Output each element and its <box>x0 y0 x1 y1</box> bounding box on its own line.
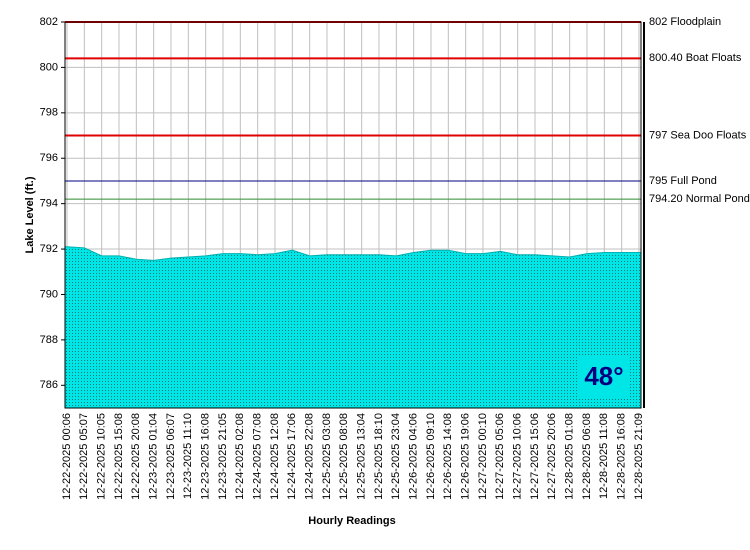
x-tick-label: 12-26-2025 14:08 <box>442 413 454 500</box>
x-tick-label: 12-23-2025 21:05 <box>217 413 229 500</box>
y-tick-label: 798 <box>40 107 58 119</box>
x-tick-label: 12-27-2025 10:06 <box>512 413 524 500</box>
x-tick-label: 12-25-2025 03:08 <box>321 413 333 500</box>
x-tick-label: 12-27-2025 20:06 <box>546 413 558 500</box>
x-tick-label: 12-26-2025 04:06 <box>408 413 420 500</box>
y-axis-label: Lake Level (ft.) <box>24 176 36 253</box>
y-tick-label: 794 <box>40 198 58 210</box>
y-tick-label: 796 <box>40 152 58 164</box>
x-tick-label: 12-25-2025 23:04 <box>390 413 402 500</box>
x-tick-label: 12-22-2025 10:05 <box>96 413 108 500</box>
y-tick-label: 792 <box>40 243 58 255</box>
x-tick-label: 12-22-2025 20:08 <box>130 413 142 500</box>
x-tick-label: 12-24-2025 22:08 <box>304 413 316 500</box>
x-tick-label: 12-23-2025 01:04 <box>148 413 160 500</box>
x-axis-label: Hourly Readings <box>308 515 395 527</box>
y-tick-label: 786 <box>40 379 58 391</box>
x-tick-label: 12-23-2025 06:07 <box>165 413 177 500</box>
x-tick-label: 12-23-2025 16:08 <box>200 413 212 500</box>
x-tick-label: 12-25-2025 13:04 <box>356 413 368 500</box>
y-tick-label: 788 <box>40 334 58 346</box>
x-tick-label: 12-22-2025 05:07 <box>78 413 90 500</box>
x-tick-label: 12-24-2025 17:06 <box>286 413 298 500</box>
reference-label: 794.20 Normal Pond <box>649 193 750 205</box>
x-tick-label: 12-26-2025 09:10 <box>425 413 437 500</box>
y-tick-label: 790 <box>40 288 58 300</box>
x-tick-label: 12-25-2025 18:10 <box>373 413 385 500</box>
reference-label: 797 Sea Doo Floats <box>649 129 747 141</box>
area <box>64 246 642 409</box>
y-tick-label: 800 <box>40 61 58 73</box>
x-tick-label: 12-27-2025 00:10 <box>477 413 489 500</box>
x-tick-label: 12-24-2025 07:08 <box>252 413 264 500</box>
x-tick-label: 12-25-2025 08:08 <box>338 413 350 500</box>
reference-label: 802 Floodplain <box>649 16 721 28</box>
x-tick-label: 12-28-2025 06:08 <box>581 413 593 500</box>
x-tick-label: 12-27-2025 05:06 <box>494 413 506 500</box>
x-tick-label: 12-22-2025 15:08 <box>113 413 125 500</box>
temperature: 48° <box>584 361 623 391</box>
y-tick-label: 802 <box>40 16 58 28</box>
x-tick-label: 12-26-2025 19:06 <box>460 413 472 500</box>
x-tick-label: 12-23-2025 11:10 <box>182 413 194 499</box>
x-tick-label: 12-28-2025 16:08 <box>616 413 628 500</box>
x-tick-label: 12-24-2025 02:08 <box>234 413 246 500</box>
reference-label: 800.40 Boat Floats <box>649 52 742 64</box>
x-tick-label: 12-27-2025 15:06 <box>529 413 541 500</box>
x-tick-label: 12-24-2025 12:08 <box>269 413 281 500</box>
temperature-badge <box>578 356 630 398</box>
plot-frame <box>64 21 642 409</box>
x-tick-label: 12-28-2025 11:08 <box>598 413 610 499</box>
x-tick-label: 12-22-2025 00:06 <box>61 413 73 500</box>
reference-label: 795 Full Pond <box>649 175 717 187</box>
x-tick-label: 12-28-2025 01:08 <box>564 413 576 500</box>
x-tick-label: 12-28-2025 21:09 <box>633 413 645 500</box>
